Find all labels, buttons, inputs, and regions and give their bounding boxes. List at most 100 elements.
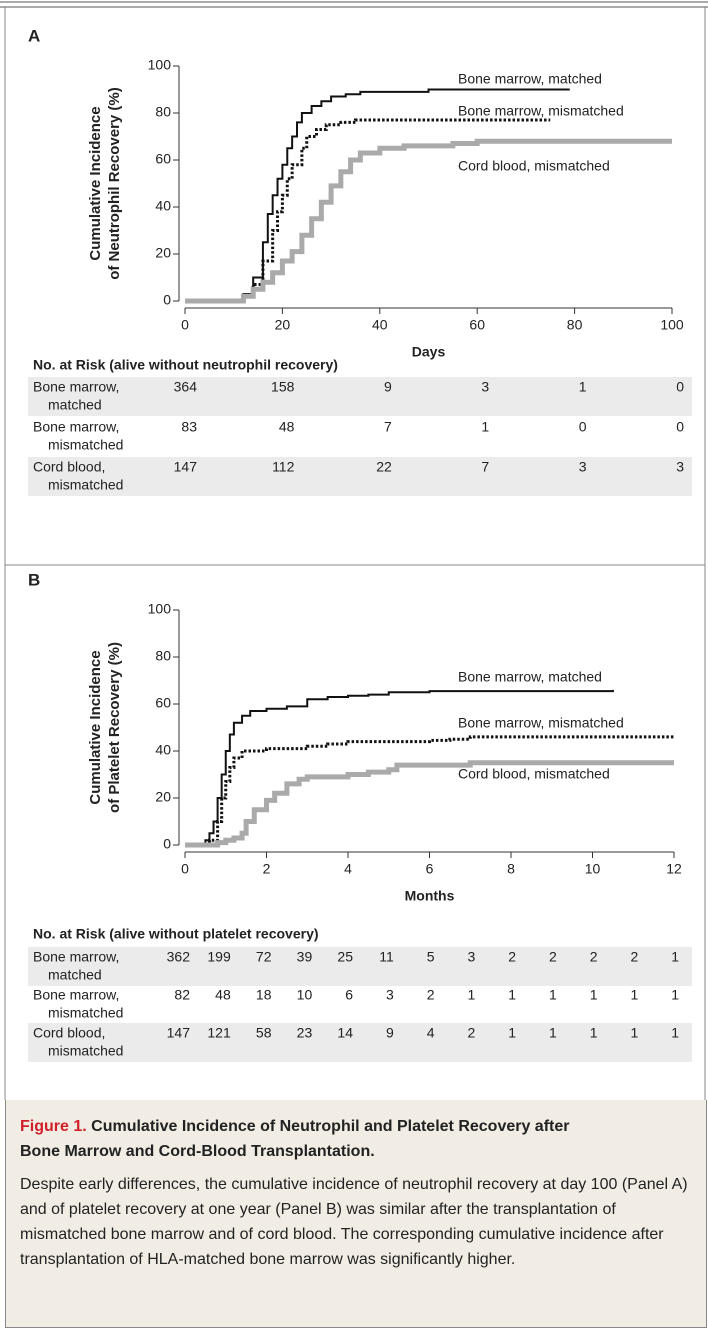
risk-count: 1 xyxy=(481,419,489,435)
series-label: Bone marrow, matched xyxy=(458,669,602,685)
risk-count: 1 xyxy=(671,987,679,1003)
y-axis-title: Cumulative Incidence xyxy=(87,106,104,260)
risk-count: 5 xyxy=(427,949,435,965)
risk-count: 147 xyxy=(174,459,198,475)
row-label: Bone marrow, xyxy=(33,949,119,965)
x-tick-label: 60 xyxy=(469,317,485,333)
series-line xyxy=(185,735,674,847)
row-band xyxy=(28,947,692,986)
row-label: mismatched xyxy=(48,1043,123,1059)
risk-count: 82 xyxy=(174,987,190,1003)
x-axis-title: Months xyxy=(405,888,455,904)
row-label: Bone marrow, xyxy=(33,987,119,1003)
risk-count: 2 xyxy=(427,987,435,1003)
series-line xyxy=(185,689,614,846)
x-tick-label: 4 xyxy=(344,861,352,877)
risk-count: 25 xyxy=(337,949,353,965)
risk-count: 0 xyxy=(676,419,684,435)
series-label: Bone marrow, mismatched xyxy=(458,715,624,731)
risk-count: 2 xyxy=(630,949,638,965)
x-tick-label: 0 xyxy=(181,861,189,877)
caption-title: Cumulative Incidence of Neutrophil and P… xyxy=(20,1118,570,1160)
risk-table-title: No. at Risk (alive without platelet reco… xyxy=(33,926,319,942)
caption-label: Figure 1. xyxy=(20,1118,87,1135)
risk-table-title: No. at Risk (alive without neutrophil re… xyxy=(33,357,338,373)
risk-count: 9 xyxy=(386,1025,394,1041)
risk-count: 1 xyxy=(508,987,516,1003)
y-axis-title: Cumulative Incidence xyxy=(87,650,104,804)
y-tick-label: 0 xyxy=(163,292,171,308)
y-tick-label: 20 xyxy=(155,789,171,805)
x-tick-label: 20 xyxy=(275,317,291,333)
x-tick-label: 100 xyxy=(660,317,684,333)
risk-count: 7 xyxy=(481,459,489,475)
x-tick-label: 6 xyxy=(426,861,434,877)
y-tick-label: 80 xyxy=(155,648,171,664)
risk-count: 1 xyxy=(671,949,679,965)
x-axis-title: Days xyxy=(412,344,446,360)
y-axis-title: of Neutrophil Recovery (%) xyxy=(106,87,123,280)
risk-count: 1 xyxy=(508,1025,516,1041)
x-tick-label: 40 xyxy=(372,317,388,333)
y-tick-label: 60 xyxy=(155,695,171,711)
risk-count: 72 xyxy=(256,949,272,965)
row-label: mismatched xyxy=(48,437,123,453)
risk-count: 11 xyxy=(379,949,394,965)
y-tick-label: 20 xyxy=(155,245,171,261)
series-label: Cord blood, mismatched xyxy=(458,158,610,174)
risk-count: 1 xyxy=(590,987,598,1003)
risk-count: 1 xyxy=(549,987,557,1003)
series-line xyxy=(185,88,570,302)
series-line xyxy=(185,760,674,848)
y-tick-label: 40 xyxy=(155,198,171,214)
risk-count: 48 xyxy=(215,987,231,1003)
risk-count: 0 xyxy=(676,379,684,395)
row-band xyxy=(28,377,692,416)
panel-label: A xyxy=(28,26,40,45)
y-axis-title: of Platelet Recovery (%) xyxy=(106,642,123,813)
risk-count: 362 xyxy=(167,949,191,965)
y-tick-label: 100 xyxy=(148,601,172,617)
panel-label: B xyxy=(28,570,40,589)
caption: Figure 1. Cumulative Incidence of Neutro… xyxy=(5,1100,707,1328)
y-tick-label: 100 xyxy=(148,57,172,73)
row-label: Bone marrow, xyxy=(33,379,119,395)
series-label: Bone marrow, mismatched xyxy=(458,103,624,119)
row-label: matched xyxy=(48,967,102,983)
risk-count: 83 xyxy=(181,419,197,435)
risk-count: 1 xyxy=(590,1025,598,1041)
risk-count: 48 xyxy=(279,419,295,435)
row-band xyxy=(28,457,692,496)
risk-count: 3 xyxy=(579,459,587,475)
row-band xyxy=(28,1023,692,1062)
y-tick-label: 80 xyxy=(155,104,171,120)
series-label: Cord blood, mismatched xyxy=(458,766,610,782)
risk-count: 6 xyxy=(345,987,353,1003)
x-tick-label: 12 xyxy=(666,861,682,877)
risk-count: 3 xyxy=(386,987,394,1003)
risk-count: 2 xyxy=(590,949,598,965)
row-label: Cord blood, xyxy=(33,459,105,475)
x-tick-label: 8 xyxy=(507,861,515,877)
y-tick-label: 0 xyxy=(163,836,171,852)
risk-count: 1 xyxy=(630,987,638,1003)
risk-count: 18 xyxy=(256,987,272,1003)
risk-count: 2 xyxy=(549,949,557,965)
risk-count: 22 xyxy=(376,459,392,475)
caption-title-block: Figure 1. Cumulative Incidence of Neutro… xyxy=(20,1114,580,1164)
risk-count: 1 xyxy=(549,1025,557,1041)
caption-body: Despite early differences, the cumulativ… xyxy=(20,1176,688,1268)
row-label: mismatched xyxy=(48,1005,123,1021)
row-label: Bone marrow, xyxy=(33,419,119,435)
risk-count: 7 xyxy=(384,419,392,435)
risk-count: 4 xyxy=(427,1025,435,1041)
x-tick-label: 10 xyxy=(585,861,601,877)
y-tick-label: 60 xyxy=(155,151,171,167)
risk-count: 1 xyxy=(579,379,587,395)
risk-count: 112 xyxy=(272,459,295,475)
risk-count: 3 xyxy=(676,459,684,475)
series-label: Bone marrow, matched xyxy=(458,71,602,87)
x-tick-label: 0 xyxy=(181,317,189,333)
